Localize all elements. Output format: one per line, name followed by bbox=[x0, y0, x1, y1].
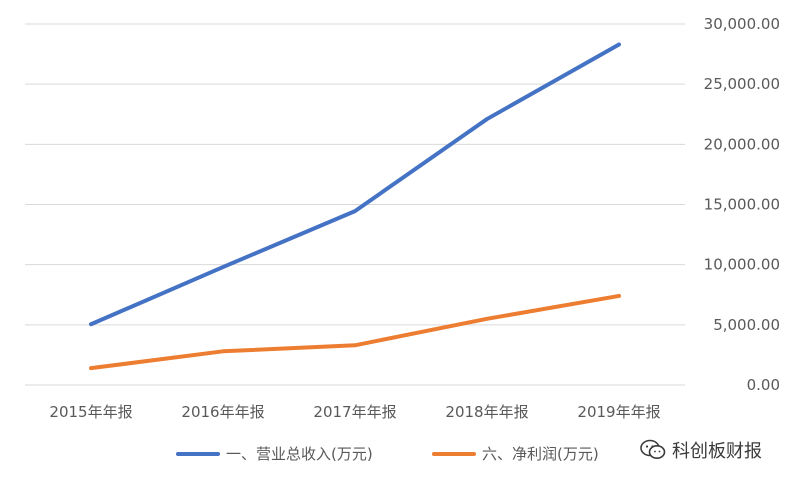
series-lines bbox=[89, 42, 621, 371]
wechat-icon bbox=[640, 439, 666, 459]
x-tick-label: 2015年年报 bbox=[49, 403, 132, 421]
watermark-text: 科创板财报 bbox=[672, 441, 762, 462]
x-tick-label: 2019年年报 bbox=[577, 403, 660, 421]
legend-label: 六、净利润(万元) bbox=[482, 445, 599, 463]
x-tick-label: 2018年年报 bbox=[445, 403, 528, 421]
legend: 一、营业总收入(万元) 六、净利润(万元) bbox=[176, 445, 599, 463]
grid bbox=[25, 23, 685, 386]
x-tick-label: 2016年年报 bbox=[181, 403, 264, 421]
y-tick-label: 30,000.00 bbox=[704, 15, 780, 33]
y-tick-label: 0.00 bbox=[747, 376, 780, 394]
y-tick-label: 5,000.00 bbox=[713, 316, 780, 334]
x-tick-label: 2017年年报 bbox=[313, 403, 396, 421]
series-line-2 bbox=[89, 293, 621, 371]
series-line-1 bbox=[89, 42, 621, 327]
y-tick-label: 10,000.00 bbox=[704, 256, 780, 274]
y-tick-label: 15,000.00 bbox=[704, 196, 780, 214]
x-axis-ticks: 2015年年报 2016年年报 2017年年报 2018年年报 2019年年报 bbox=[49, 403, 660, 421]
y-axis-ticks: 0.00 5,000.00 10,000.00 15,000.00 20,000.00 2… bbox=[704, 15, 780, 394]
legend-label: 一、营业总收入(万元) bbox=[226, 445, 373, 463]
watermark: 科创板财报 bbox=[640, 437, 762, 463]
y-tick-label: 20,000.00 bbox=[704, 135, 780, 153]
y-tick-label: 25,000.00 bbox=[704, 75, 780, 93]
